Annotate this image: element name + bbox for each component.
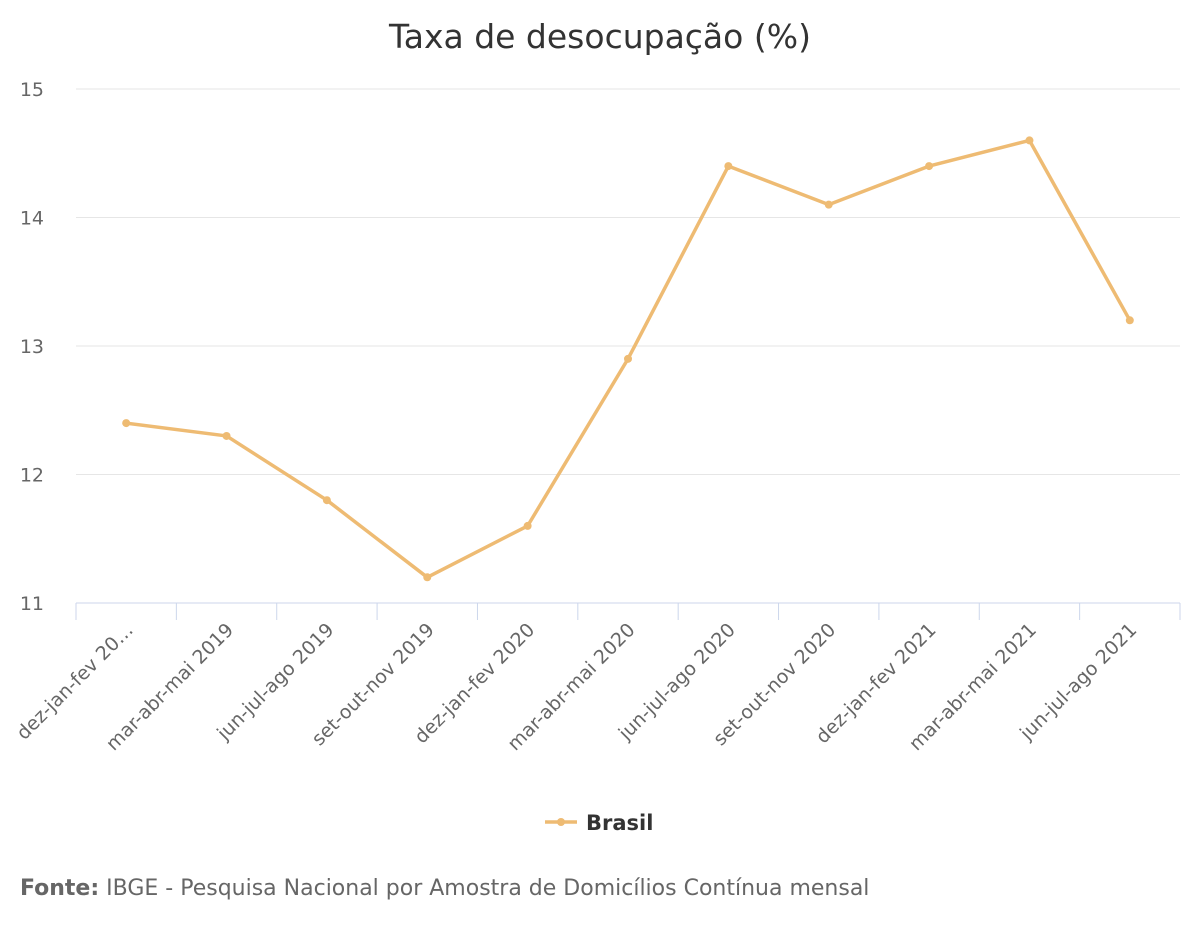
data-point[interactable] <box>724 162 733 171</box>
x-axis: dez-jan-fev 20…mar-abr-mai 2019jun-jul-a… <box>12 602 1181 755</box>
legend-marker-symbol <box>557 818 565 826</box>
legend[interactable]: Brasil <box>545 811 653 835</box>
grid-lines <box>76 88 1180 475</box>
y-tick-label: 14 <box>20 208 44 230</box>
y-tick-label: 13 <box>20 336 44 358</box>
source-text: IBGE - Pesquisa Nacional por Amostra de … <box>99 876 870 901</box>
data-point[interactable] <box>523 521 532 530</box>
y-tick-label: 15 <box>20 79 44 101</box>
data-point[interactable] <box>925 162 934 171</box>
chart-title: Taxa de desocupação (%) <box>388 17 811 56</box>
data-point[interactable] <box>1025 136 1034 145</box>
y-tick-label: 11 <box>20 593 44 615</box>
data-point[interactable] <box>222 431 231 440</box>
data-point[interactable] <box>624 354 632 363</box>
data-point[interactable] <box>824 200 833 209</box>
series-layer <box>122 136 1134 582</box>
y-axis: 11 12 13 14 15 <box>20 79 44 615</box>
data-point[interactable] <box>122 419 131 428</box>
data-point[interactable] <box>423 573 432 582</box>
source-label: Fonte: <box>20 876 100 901</box>
data-point[interactable] <box>322 496 331 505</box>
y-tick-label: 12 <box>20 465 44 487</box>
legend-label[interactable]: Brasil <box>586 811 653 835</box>
line-chart: Taxa de desocupação (%) 11 12 13 14 15 dez-j… <box>12 17 1181 835</box>
data-point[interactable] <box>1125 316 1134 325</box>
source-note: Fonte: IBGE - Pesquisa Nacional por Amos… <box>20 876 869 901</box>
